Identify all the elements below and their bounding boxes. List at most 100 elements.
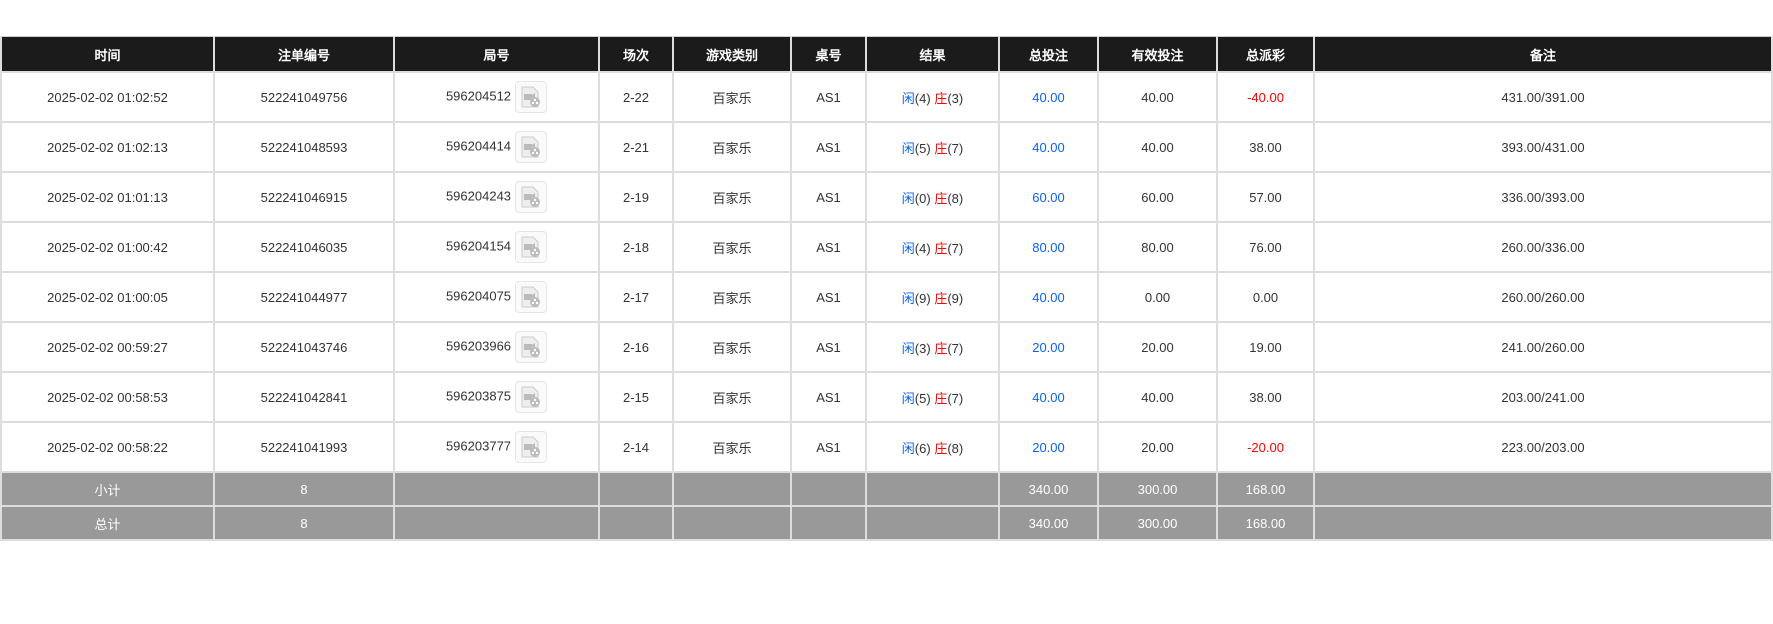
column-header: 时间 [0,36,215,73]
player-points: (5) [914,390,931,406]
column-header: 备注 [1313,36,1773,73]
empty-cell [865,471,1000,507]
player-label: 闲 [901,140,915,156]
banker-points: (9) [947,290,964,306]
video-replay-icon[interactable] [515,81,548,113]
video-replay-icon[interactable] [515,131,548,163]
time: 2025-02-02 00:58:22 [0,421,215,473]
bet-records-table: 时间 注单编号 局号 场次 游戏类别 桌号 结果 总投注 有效投注 总派彩 备注 2025-02-0… [0,36,1773,541]
column-header: 游戏类别 [672,36,792,73]
column-header: 有效投注 [1097,36,1218,73]
game-type: 百家乐 [672,121,792,173]
round-number: 596204075 [445,288,512,304]
remark: 223.00/203.00 [1501,439,1585,455]
empty-cell [393,505,600,541]
player-label: 闲 [901,240,915,256]
empty-cell [1313,471,1773,507]
valid-bet: 40.00 [1097,71,1218,123]
total-bet: 80.00 [998,221,1099,273]
remark-cell: 431.00/391.00 [1313,71,1773,123]
result: 闲(3) 庄(7) [865,321,1000,373]
banker-label: 庄 [934,90,948,106]
result: 闲(4) 庄(3) [865,71,1000,123]
summary-count: 8 [213,505,395,541]
player-points: (0) [914,190,931,206]
remark-cell: 223.00/203.00 [1313,421,1773,473]
banker-points: (7) [947,240,964,256]
round-cell: 596203875 [393,371,600,423]
bet-id: 522241041993 [213,421,395,473]
table-row: 2025-02-02 00:58:22 522241041993 5962037… [0,421,1773,473]
valid-bet: 20.00 [1097,421,1218,473]
payout: 38.00 [1216,121,1315,173]
table-number: AS1 [790,271,867,323]
valid-bet: 0.00 [1097,271,1218,323]
player-label: 闲 [901,290,915,306]
session: 2-14 [598,421,674,473]
table-number: AS1 [790,421,867,473]
banker-label: 庄 [934,140,948,156]
video-replay-icon[interactable] [515,181,548,213]
video-replay-icon[interactable] [515,231,548,263]
total-bet: 40.00 [998,271,1099,323]
session: 2-22 [598,71,674,123]
session: 2-16 [598,321,674,373]
summary-total-bet: 340.00 [998,471,1099,507]
column-header: 结果 [865,36,1000,73]
result: 闲(9) 庄(9) [865,271,1000,323]
empty-cell [790,471,867,507]
player-label: 闲 [901,190,915,206]
remark-cell: 203.00/241.00 [1313,371,1773,423]
video-replay-icon[interactable] [515,431,548,463]
session: 2-18 [598,221,674,273]
summary-payout: 168.00 [1216,471,1315,507]
summary-label: 总计 [0,505,215,541]
empty-cell [598,471,674,507]
bet-id: 522241046035 [213,221,395,273]
empty-cell [1313,505,1773,541]
session: 2-15 [598,371,674,423]
video-replay-icon[interactable] [515,331,548,363]
column-header: 场次 [598,36,674,73]
summary-payout: 168.00 [1216,505,1315,541]
result: 闲(4) 庄(7) [865,221,1000,273]
empty-cell [672,505,792,541]
summary-valid-bet: 300.00 [1097,471,1218,507]
player-label: 闲 [901,440,915,456]
video-replay-icon[interactable] [515,381,548,413]
player-points: (4) [914,240,931,256]
time: 2025-02-02 01:00:05 [0,271,215,323]
time: 2025-02-02 01:01:13 [0,171,215,223]
payout: 0.00 [1216,271,1315,323]
result: 闲(5) 庄(7) [865,121,1000,173]
summary-valid-bet: 300.00 [1097,505,1218,541]
time: 2025-02-02 01:02:52 [0,71,215,123]
game-type: 百家乐 [672,321,792,373]
session: 2-21 [598,121,674,173]
round-cell: 596204243 [393,171,600,223]
remark: 203.00/241.00 [1501,389,1585,405]
remark-cell: 260.00/336.00 [1313,221,1773,273]
remark: 336.00/393.00 [1501,189,1585,205]
table-row: 2025-02-02 01:00:42 522241046035 5962041… [0,221,1773,273]
time: 2025-02-02 00:59:27 [0,321,215,373]
round-number: 596203966 [445,338,512,354]
banker-label: 庄 [934,390,948,406]
summary-count: 8 [213,471,395,507]
remark-cell: 336.00/393.00 [1313,171,1773,223]
total-bet: 40.00 [998,71,1099,123]
video-replay-icon[interactable] [515,281,548,313]
column-header-label: 备注 [1529,47,1556,63]
bet-id: 522241046915 [213,171,395,223]
payout: 19.00 [1216,321,1315,373]
result: 闲(6) 庄(8) [865,421,1000,473]
round-number: 596203777 [445,438,512,454]
banker-label: 庄 [934,290,948,306]
table-row: 2025-02-02 00:58:53 522241042841 5962038… [0,371,1773,423]
valid-bet: 40.00 [1097,371,1218,423]
remark: 393.00/431.00 [1501,139,1585,155]
table-number: AS1 [790,121,867,173]
remark-cell: 260.00/260.00 [1313,271,1773,323]
game-type: 百家乐 [672,421,792,473]
table-number: AS1 [790,71,867,123]
